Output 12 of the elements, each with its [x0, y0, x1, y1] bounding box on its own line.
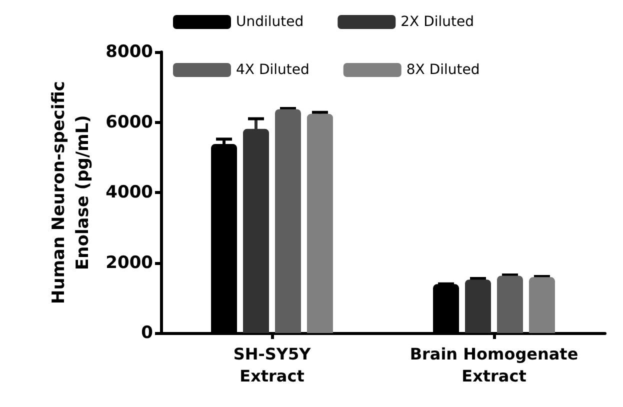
legend-label: 4X Diluted [236, 62, 310, 78]
legend-label: 8X Diluted [406, 62, 480, 78]
legend-label: 2X Diluted [400, 14, 474, 30]
y-tick-label: 6000 [106, 112, 154, 132]
x-tick-label: Brain Homogenate Extract [410, 344, 578, 386]
x-tick-label: SH-SY5Y Extract [233, 344, 312, 386]
y-tick-label: 8000 [106, 42, 154, 62]
y-axis-title: Human Neuron-specific Enolase (pg/mL) [48, 80, 93, 304]
y-tick-label: 4000 [106, 182, 154, 202]
y-tick-label: 0 [141, 323, 154, 343]
legend-label: Undiluted [236, 14, 304, 30]
y-tick-label: 2000 [106, 252, 154, 273]
